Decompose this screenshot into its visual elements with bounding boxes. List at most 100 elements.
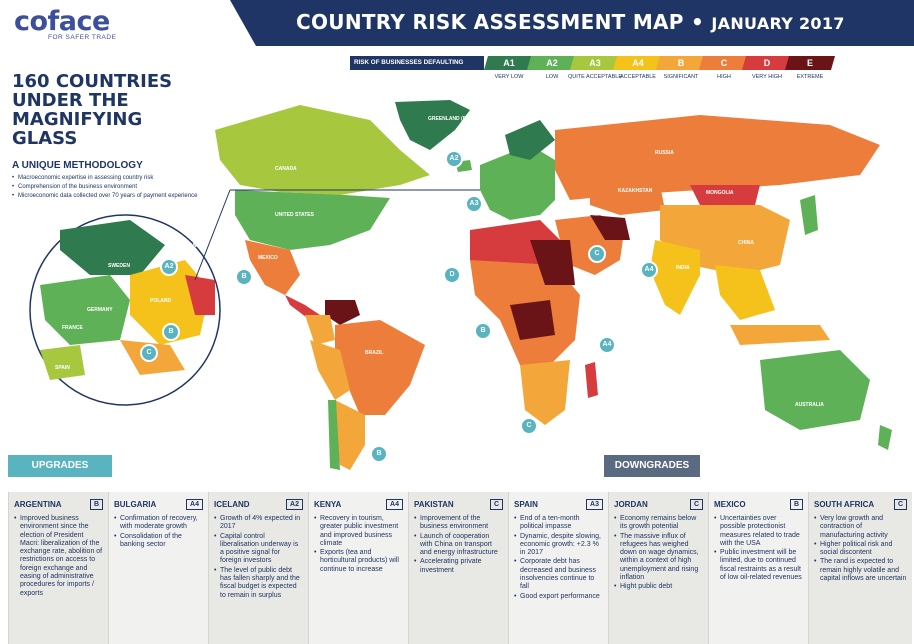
country-name: BULGARIA (114, 499, 157, 509)
country-panel-jordan: JORDAN C Economy remains below its growth … (608, 492, 708, 644)
country-panel-mexico: MEXICO B Uncertainties over possible prote… (708, 492, 808, 644)
country-panel-header: ARGENTINA B (14, 496, 103, 512)
grade-badge[interactable]: A2 (160, 258, 178, 276)
madagascar-shape (585, 362, 598, 398)
country-panel-argentina: ARGENTINA B Improved business environment … (8, 492, 108, 644)
country-bullets: Economy remains below its growth potenti… (614, 515, 703, 592)
country-bullet: Uncertainties over possible protectionis… (714, 515, 803, 548)
country-panel-header: SPAIN A3 (514, 496, 603, 512)
magnifier-pointer (194, 189, 231, 281)
map-label-france: FRANCE (62, 325, 83, 331)
country-panels: ARGENTINA B Improved business environment … (8, 492, 912, 644)
country-panel-header: MEXICO B (714, 496, 803, 512)
page-title: COUNTRY RISK ASSESSMENT MAP • JANUARY 20… (230, 0, 914, 46)
sudan-libya-shape (530, 240, 575, 285)
intro-block: 160 COUNTRIES UNDER THE MAGNIFYING GLASS… (12, 72, 212, 202)
country-bullet: Recovery in tourism, greater public inve… (314, 515, 403, 548)
country-grade: C (893, 498, 907, 510)
country-bullet: The level of public debt has fallen shar… (214, 567, 303, 600)
intro-bullet: Comprehension of the business environmen… (12, 184, 212, 190)
country-bullet: Higher political risk and social discont… (814, 541, 907, 558)
country-bullet: Dynamic, despite slowing, economic growt… (514, 533, 603, 558)
logo-text: coface (14, 6, 110, 37)
india-shape (650, 240, 700, 315)
grade-badge[interactable]: C (520, 417, 538, 435)
country-bullet: Economy remains below its growth potenti… (614, 515, 703, 532)
legend-item-a4: A4 (613, 56, 663, 70)
venezuela-shape (325, 300, 360, 325)
country-bullet: Accelerating private investment (414, 558, 503, 575)
map-label-italy: ITALY (110, 350, 124, 356)
country-bullet: Growth of 4% expected in 2017 (214, 515, 303, 532)
grade-badge[interactable]: A2 (445, 150, 463, 168)
se-asia-shape (715, 265, 775, 320)
map-label-brazil: BRAZIL (365, 350, 384, 356)
country-panel-header: JORDAN C (614, 496, 703, 512)
country-bullet: Public investment will be limited, due t… (714, 549, 803, 582)
grade-badge[interactable]: B (474, 322, 492, 340)
legend-item-b: B (656, 56, 706, 70)
grade-badge[interactable]: B (370, 445, 388, 463)
legend-item-a2: A2 (527, 56, 577, 70)
country-name: ARGENTINA (14, 499, 62, 509)
country-bullet: Confirmation of recovery, with moderate … (114, 515, 203, 532)
grade-badge[interactable]: B (235, 268, 253, 286)
legend-desc-a1: VERY LOW (494, 74, 524, 80)
country-bullet: Launch of cooperation with China on tran… (414, 533, 503, 558)
legend-item-d: D (742, 56, 792, 70)
downgrades-tab[interactable]: DOWNGRADES (604, 455, 700, 477)
country-bullets: Growth of 4% expected in 2017Capital con… (214, 515, 303, 600)
map-label-russia: RUSSIA (655, 150, 674, 156)
japan-shape (800, 195, 818, 235)
colombia-shape (305, 315, 335, 345)
country-panel-pakistan: PAKISTAN C Improvement of the business env… (408, 492, 508, 644)
legend-desc-c: HIGH (717, 74, 731, 80)
grade-badge[interactable]: D (443, 266, 461, 284)
grade-badge[interactable]: C (588, 245, 606, 263)
legend-desc-d: VERY HIGH (751, 74, 783, 80)
country-name: ICELAND (214, 499, 250, 509)
country-grade: A4 (186, 498, 203, 510)
country-bullet: The rand is expected to remain highly vo… (814, 558, 907, 583)
usa-shape (235, 190, 390, 250)
country-panel-header: SOUTH AFRICA C (814, 496, 907, 512)
indonesia-shape (730, 325, 830, 345)
scandinavia-shape (505, 120, 555, 160)
country-name: JORDAN (614, 499, 648, 509)
drc-shape (510, 300, 555, 340)
legend-desc-a3: QUITE ACCEPTABLE (568, 74, 622, 80)
legend-title: RISK OF BUSINESSES DEFAULTING (350, 56, 484, 70)
australia-shape (760, 350, 870, 430)
intro-bullet-list: Macroeconomic expertise in assessing cou… (12, 175, 212, 199)
country-bullets: Confirmation of recovery, with moderate … (114, 515, 203, 549)
country-bullets: Uncertainties over possible protectionis… (714, 515, 803, 582)
brazil-shape (335, 320, 425, 415)
country-panel-bulgaria: BULGARIA A4 Confirmation of recovery, with… (108, 492, 208, 644)
title-text: COUNTRY RISK ASSESSMENT MAP • (296, 10, 705, 34)
header: coface FOR SAFER TRADE COUNTRY RISK ASSE… (0, 0, 914, 46)
canada-shape (215, 105, 430, 195)
country-grade: A2 (286, 498, 303, 510)
grade-badge[interactable]: C (140, 344, 158, 362)
country-grade: C (689, 498, 703, 510)
logo-tagline: FOR SAFER TRADE (48, 34, 117, 41)
grade-badge[interactable]: B (162, 323, 180, 341)
central-america-shape (285, 295, 320, 320)
map-label-poland: POLAND (150, 298, 172, 304)
country-panel-spain: SPAIN A3 End of a ten-month political impa… (508, 492, 608, 644)
country-grade: C (489, 498, 503, 510)
legend-desc-e: EXTREME (796, 74, 824, 80)
country-grade: B (789, 498, 803, 510)
map-label-canada: CANADA (275, 166, 297, 172)
magnifier-europe-north (60, 220, 165, 275)
grade-badge[interactable]: A4 (640, 261, 658, 279)
upgrades-tab[interactable]: UPGRADES (8, 455, 112, 477)
grade-badge[interactable]: A3 (465, 195, 483, 213)
russia-shape (555, 115, 880, 200)
intro-bullet: Microeconomic data collected over 70 yea… (12, 193, 212, 199)
grade-badge[interactable]: A4 (598, 336, 616, 354)
coface-logo[interactable]: coface FOR SAFER TRADE (14, 6, 116, 41)
country-panel-iceland: ICELAND A2 Growth of 4% expected in 2017Ca… (208, 492, 308, 644)
intro-bullet: Macroeconomic expertise in assessing cou… (12, 175, 212, 181)
country-bullets: Very low growth and contraction of manuf… (814, 515, 907, 583)
